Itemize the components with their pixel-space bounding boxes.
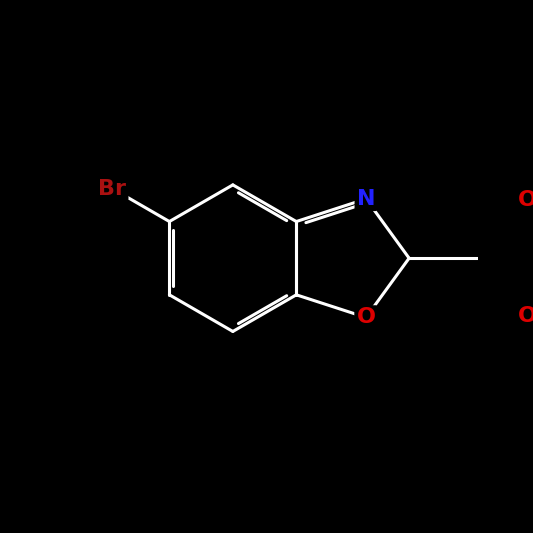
Text: N: N	[357, 189, 375, 209]
Text: O: O	[518, 190, 533, 211]
Text: O: O	[357, 308, 376, 327]
Text: Br: Br	[98, 179, 126, 199]
Text: O: O	[518, 306, 533, 326]
